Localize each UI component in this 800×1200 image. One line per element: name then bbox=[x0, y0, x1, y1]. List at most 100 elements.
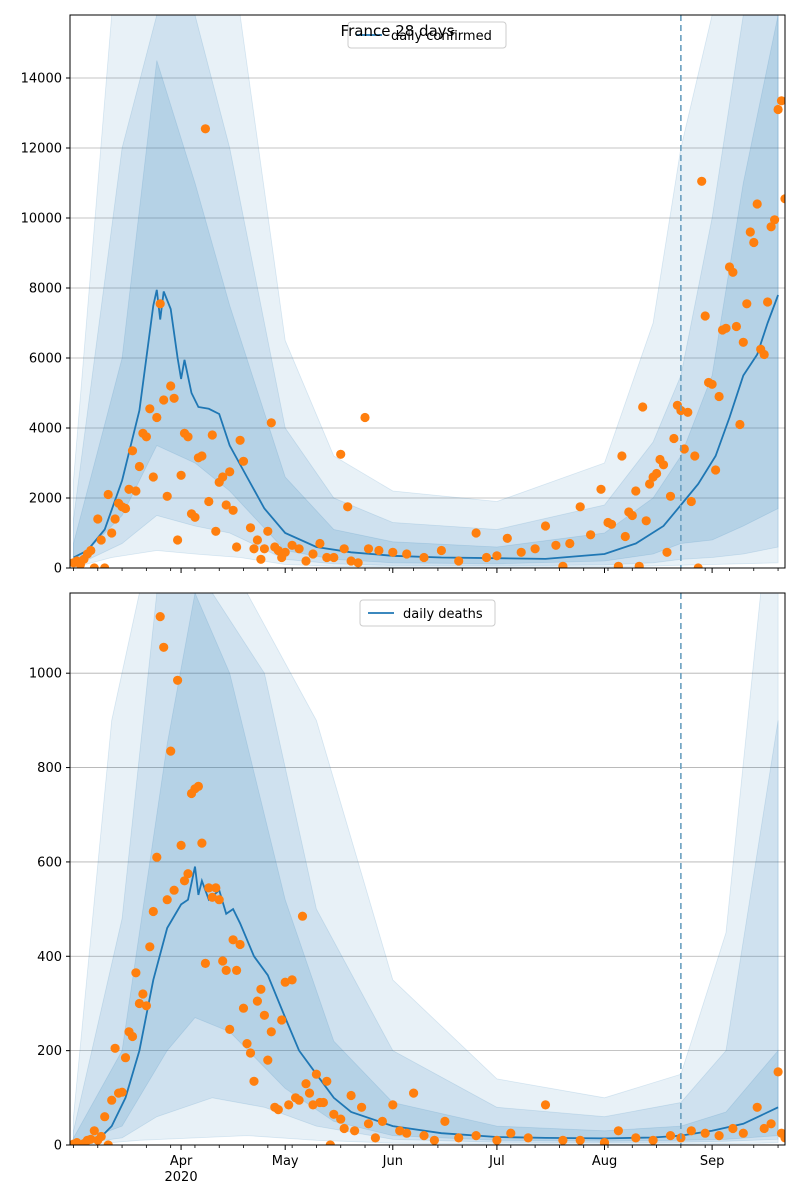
observation-point bbox=[152, 852, 162, 862]
observation-point bbox=[697, 176, 707, 186]
observation-point bbox=[124, 484, 134, 494]
observation-point bbox=[204, 883, 214, 893]
observation-point bbox=[315, 538, 325, 549]
observation-point bbox=[169, 885, 179, 895]
observation-point bbox=[110, 1043, 120, 1053]
observation-point bbox=[211, 883, 221, 893]
y-tick-label: 0 bbox=[54, 562, 62, 577]
observation-point bbox=[714, 391, 724, 402]
observation-point bbox=[176, 840, 186, 851]
observation-point bbox=[131, 968, 141, 978]
observation-point bbox=[370, 1133, 380, 1143]
observation-point bbox=[620, 531, 630, 542]
observation-point bbox=[301, 556, 311, 566]
observation-point bbox=[134, 461, 144, 472]
observation-point bbox=[436, 545, 446, 556]
x-tick-label: 2020 bbox=[165, 1170, 198, 1185]
legend-label: daily confirmed bbox=[391, 29, 492, 44]
observation-point bbox=[329, 552, 339, 563]
observation-point bbox=[256, 984, 266, 994]
observation-point bbox=[103, 1140, 113, 1145]
observation-point bbox=[325, 1140, 335, 1145]
observation-point bbox=[297, 911, 308, 921]
observation-point bbox=[96, 535, 106, 545]
axes-frame bbox=[69, 592, 786, 1146]
observation-point bbox=[110, 514, 120, 524]
observation-point bbox=[738, 337, 748, 347]
x-tick-label: Sep bbox=[700, 1154, 725, 1169]
observation-point bbox=[96, 1131, 106, 1142]
observation-point bbox=[294, 544, 304, 554]
observation-point bbox=[599, 1138, 610, 1145]
observation-point bbox=[225, 1024, 235, 1034]
observation-point bbox=[409, 1088, 419, 1098]
observation-point bbox=[238, 456, 249, 466]
observation-point bbox=[700, 1128, 710, 1138]
observation-point bbox=[193, 781, 203, 792]
observation-point bbox=[72, 1138, 82, 1145]
observation-point bbox=[343, 502, 353, 512]
observation-point bbox=[638, 402, 648, 412]
observation-point bbox=[263, 1055, 273, 1065]
observation-point bbox=[218, 472, 228, 482]
observation-point bbox=[627, 510, 637, 521]
observation-point bbox=[530, 544, 540, 554]
observation-point bbox=[631, 1133, 641, 1143]
observation-point bbox=[134, 998, 144, 1009]
observation-point bbox=[728, 1123, 738, 1134]
observation-point bbox=[318, 1097, 328, 1108]
y-tick-label: 200 bbox=[37, 1044, 62, 1059]
median-line bbox=[73, 866, 779, 1144]
observation-point bbox=[471, 1131, 481, 1141]
observation-point bbox=[402, 1128, 412, 1138]
observation-point bbox=[232, 965, 242, 976]
observation-point bbox=[575, 502, 585, 512]
uncertainty-band-outer bbox=[73, 593, 779, 1145]
observation-point bbox=[103, 489, 113, 500]
y-tick-label: 14000 bbox=[21, 72, 62, 87]
observation-point bbox=[492, 551, 502, 561]
observation-point bbox=[120, 503, 131, 514]
observation-point bbox=[204, 496, 214, 507]
y-tick-label: 1000 bbox=[29, 667, 62, 682]
observation-point bbox=[745, 227, 755, 237]
observation-point bbox=[183, 432, 193, 442]
y-tick-label: 12000 bbox=[21, 142, 62, 157]
observation-point bbox=[304, 1088, 315, 1098]
observation-point bbox=[107, 1095, 117, 1105]
plot-area bbox=[70, 15, 785, 568]
observation-point bbox=[148, 906, 158, 917]
observation-point bbox=[252, 996, 262, 1006]
observation-point bbox=[631, 486, 641, 496]
observation-point bbox=[127, 446, 138, 456]
observation-point bbox=[263, 526, 273, 536]
observation-point bbox=[277, 1015, 287, 1025]
observation-point bbox=[89, 563, 99, 568]
median-line bbox=[73, 289, 779, 560]
x-tick-label: Jul bbox=[488, 1154, 505, 1169]
x-tick-label: Aug bbox=[592, 1154, 617, 1169]
observation-point bbox=[183, 869, 193, 879]
observation-point bbox=[228, 505, 238, 515]
observation-point bbox=[690, 451, 700, 461]
observation-point bbox=[617, 451, 627, 461]
observation-point bbox=[221, 965, 231, 976]
observation-point bbox=[93, 514, 103, 524]
y-tick-label: 4000 bbox=[29, 422, 62, 437]
observation-point bbox=[179, 876, 190, 886]
observation-point bbox=[197, 451, 207, 461]
observation-point bbox=[141, 1001, 151, 1011]
observation-point bbox=[395, 1126, 405, 1136]
observation-point bbox=[322, 1076, 332, 1086]
observation-point bbox=[374, 545, 384, 556]
observation-point bbox=[245, 523, 256, 533]
observation-point bbox=[245, 1048, 256, 1058]
observation-point bbox=[100, 563, 110, 568]
observation-point bbox=[440, 1116, 450, 1126]
observation-point bbox=[155, 299, 165, 309]
observation-point bbox=[707, 379, 717, 389]
observation-point bbox=[780, 1133, 785, 1143]
observation-point bbox=[159, 642, 169, 652]
